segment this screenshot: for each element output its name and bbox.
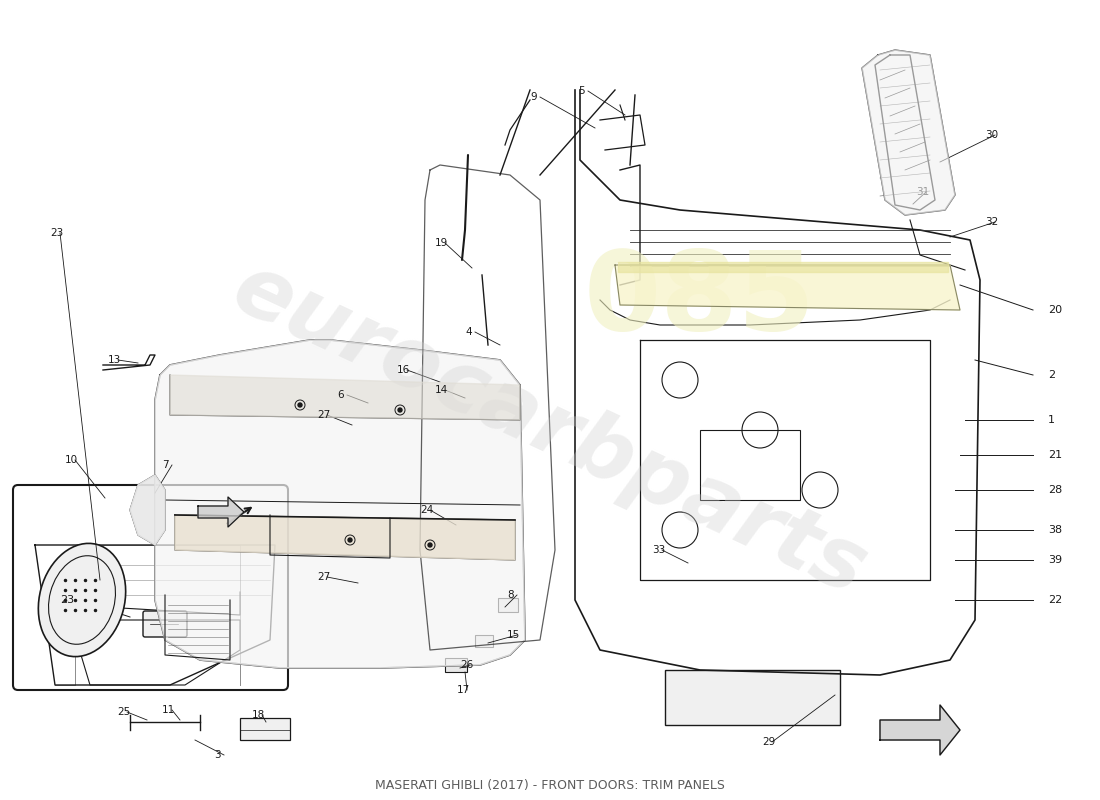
Text: 13: 13 [108, 355, 121, 365]
Text: 31: 31 [916, 187, 930, 197]
Bar [700, 430, 800, 500]
Text: 24: 24 [420, 505, 433, 515]
Text: 4: 4 [465, 327, 472, 337]
Text: 27: 27 [317, 410, 330, 420]
Text: 39: 39 [1048, 555, 1063, 565]
Text: 14: 14 [434, 385, 449, 395]
Text: 11: 11 [162, 705, 175, 715]
Text: 27: 27 [317, 572, 330, 582]
FancyBboxPatch shape [13, 485, 288, 690]
Circle shape [348, 538, 352, 542]
Bar [475, 635, 493, 647]
Text: 085: 085 [584, 246, 816, 354]
Text: 19: 19 [434, 238, 449, 248]
Text: 28: 28 [1048, 485, 1063, 495]
Polygon shape [198, 497, 244, 527]
Text: MASERATI GHIBLI (2017) - FRONT DOORS: TRIM PANELS: MASERATI GHIBLI (2017) - FRONT DOORS: TR… [375, 778, 725, 791]
Text: eurocarbparts: eurocarbparts [220, 246, 880, 614]
Text: 16: 16 [397, 365, 410, 375]
Text: 10: 10 [65, 455, 78, 465]
Text: 7: 7 [162, 460, 168, 470]
Bar [666, 670, 840, 725]
Text: 30: 30 [984, 130, 998, 140]
Polygon shape [615, 265, 960, 310]
Text: 6: 6 [337, 390, 343, 400]
Circle shape [398, 408, 402, 412]
Circle shape [428, 543, 432, 547]
Text: 20: 20 [1048, 305, 1063, 315]
Text: 3: 3 [214, 750, 221, 760]
Polygon shape [862, 50, 955, 215]
Text: 23: 23 [60, 595, 74, 605]
Bar [446, 658, 468, 672]
Circle shape [298, 403, 302, 407]
Text: 25: 25 [117, 707, 130, 717]
Text: 1: 1 [1048, 415, 1055, 425]
Text: 33: 33 [652, 545, 666, 555]
Polygon shape [130, 475, 165, 545]
Text: 17: 17 [456, 685, 471, 695]
Polygon shape [880, 705, 960, 755]
Text: 23: 23 [50, 228, 64, 238]
Text: 18: 18 [252, 710, 265, 720]
Text: 5: 5 [578, 86, 584, 96]
FancyBboxPatch shape [143, 611, 187, 637]
Polygon shape [170, 375, 520, 420]
Text: 21: 21 [1048, 450, 1063, 460]
Ellipse shape [39, 543, 125, 657]
Text: 32: 32 [984, 217, 999, 227]
Text: 8: 8 [507, 590, 514, 600]
Text: 9: 9 [530, 92, 537, 102]
Bar [240, 718, 290, 740]
Text: 22: 22 [1048, 595, 1063, 605]
Text: 15: 15 [507, 630, 520, 640]
Text: 2: 2 [1048, 370, 1055, 380]
Bar [498, 598, 518, 612]
Text: 38: 38 [1048, 525, 1063, 535]
Polygon shape [618, 262, 948, 272]
Text: 29: 29 [762, 737, 776, 747]
Polygon shape [175, 515, 515, 560]
Text: 26: 26 [460, 660, 473, 670]
Polygon shape [155, 340, 525, 668]
